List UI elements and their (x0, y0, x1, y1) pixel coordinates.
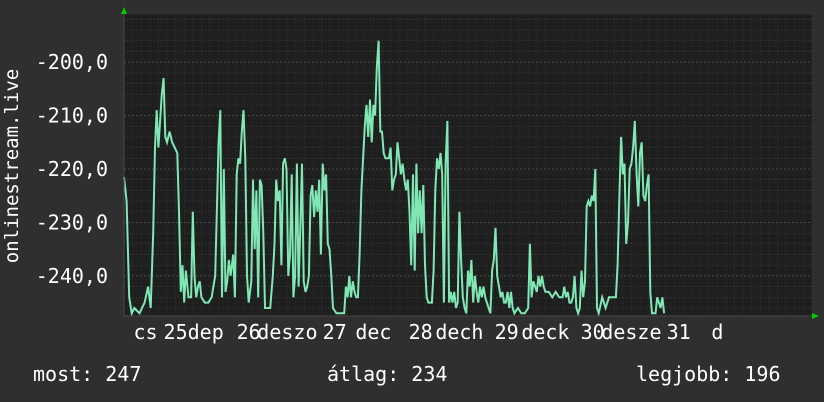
y-tick-label: -240,0 (36, 264, 108, 288)
x-tick-label: 25 (164, 320, 188, 344)
y-tick-labels: -200,0 -210,0 -220,0 -230,0 -240,0 (36, 50, 108, 288)
x-tick-label: 30 (581, 320, 605, 344)
stat-best: legjobb: 196 (636, 362, 781, 386)
x-tick-label: cs (133, 320, 157, 344)
x-tick-label: dech (435, 320, 483, 344)
x-tick-label: deszo (257, 320, 317, 344)
y-axis-label: onlinestream.live (1, 69, 23, 263)
x-tick-label: dep (188, 320, 224, 344)
x-tick-label: desze (601, 320, 661, 344)
x-tick-label: 29 (495, 320, 519, 344)
y-axis-arrow (121, 7, 127, 14)
series-line (123, 40, 666, 318)
y-tick-label: -220,0 (36, 157, 108, 181)
x-tick-label: dec (355, 320, 391, 344)
stat-average: átlag: 234 (327, 362, 448, 386)
y-tick-label: -210,0 (36, 104, 108, 128)
x-tick-label: 27 (323, 320, 347, 344)
y-tick-label: -200,0 (36, 50, 108, 74)
x-tick-label: deck (521, 320, 569, 344)
x-tick-label: d (711, 320, 723, 344)
x-tick-label: 26 (237, 320, 261, 344)
stat-current: most: 247 (33, 362, 142, 386)
grid-lines (123, 14, 813, 316)
x-tick-label: 28 (409, 320, 433, 344)
x-tick-label: 31 (667, 320, 691, 344)
x-axis-arrow (812, 313, 819, 319)
y-tick-label: -230,0 (36, 210, 108, 234)
